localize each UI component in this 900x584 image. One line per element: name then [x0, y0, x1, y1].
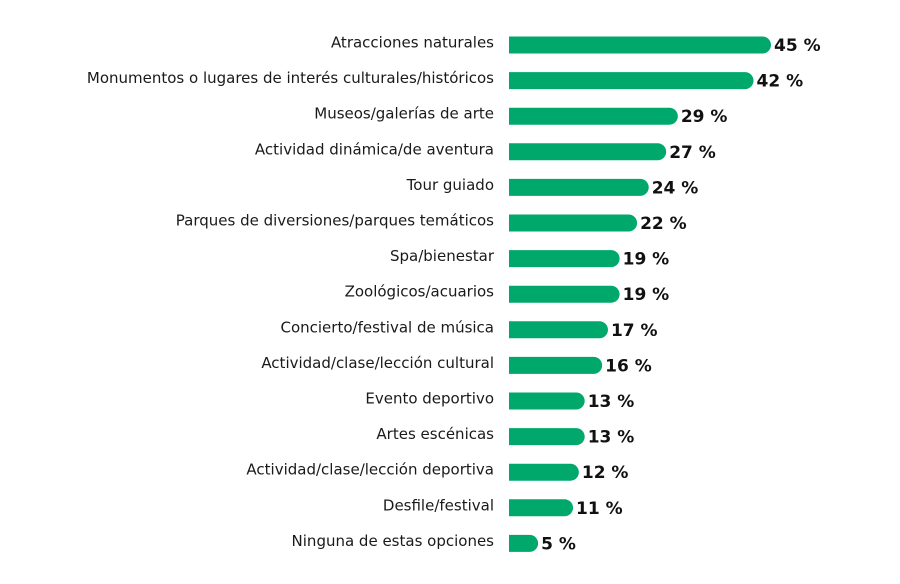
- value-label-4: 24 %: [652, 178, 699, 198]
- value-label-11: 13 %: [588, 428, 635, 448]
- bar-2: [509, 107, 678, 125]
- value-label-10: 13 %: [588, 392, 635, 412]
- category-label-0: Atracciones naturales: [331, 34, 494, 52]
- category-label-5: Parques de diversiones/parques temáticos: [176, 212, 494, 230]
- category-label-6: Spa/bienestar: [390, 247, 495, 265]
- category-label-1: Monumentos o lugares de interés cultural…: [87, 69, 494, 87]
- bar-0: [509, 36, 771, 54]
- category-label-11: Artes escénicas: [376, 425, 494, 443]
- category-label-3: Actividad dinámica/de aventura: [255, 140, 494, 158]
- bar-7: [509, 285, 620, 303]
- bar-11: [509, 428, 585, 446]
- value-label-7: 19 %: [623, 285, 670, 305]
- value-label-13: 11 %: [576, 499, 623, 519]
- value-label-3: 27 %: [669, 143, 716, 163]
- bar-1: [509, 72, 754, 90]
- value-label-0: 45 %: [774, 36, 821, 56]
- category-label-9: Actividad/clase/lección cultural: [261, 354, 494, 372]
- category-label-10: Evento deportivo: [365, 390, 494, 408]
- category-label-12: Actividad/clase/lección deportiva: [246, 461, 494, 479]
- bar-9: [509, 356, 603, 374]
- bar-8: [509, 321, 608, 339]
- bar-10: [509, 392, 585, 410]
- value-label-1: 42 %: [757, 72, 804, 92]
- value-label-8: 17 %: [611, 321, 658, 341]
- value-label-12: 12 %: [582, 463, 629, 483]
- value-label-2: 29 %: [681, 107, 728, 127]
- value-label-14: 5 %: [541, 534, 576, 554]
- bars-layer: [509, 36, 771, 552]
- value-label-6: 19 %: [623, 250, 670, 270]
- category-label-7: Zoológicos/acuarios: [345, 283, 495, 301]
- value-label-5: 22 %: [640, 214, 687, 234]
- category-label-8: Concierto/festival de música: [280, 318, 494, 336]
- bar-6: [509, 250, 620, 268]
- bar-14: [509, 534, 539, 552]
- bar-13: [509, 499, 574, 517]
- bar-5: [509, 214, 638, 232]
- category-label-14: Ninguna de estas opciones: [292, 532, 495, 550]
- category-label-4: Tour guiado: [406, 176, 494, 194]
- category-label-2: Museos/galerías de arte: [314, 105, 494, 123]
- category-labels: Atracciones naturales Monumentos o lugare…: [87, 34, 495, 550]
- value-label-9: 16 %: [605, 356, 652, 376]
- category-label-13: Desfile/festival: [383, 496, 494, 514]
- bar-3: [509, 143, 667, 161]
- bar-12: [509, 463, 579, 481]
- value-labels: 45 % 42 % 29 % 27 % 24 % 22 % 19 % 19 % 17 % 16 %…: [541, 36, 820, 554]
- bar-4: [509, 178, 649, 196]
